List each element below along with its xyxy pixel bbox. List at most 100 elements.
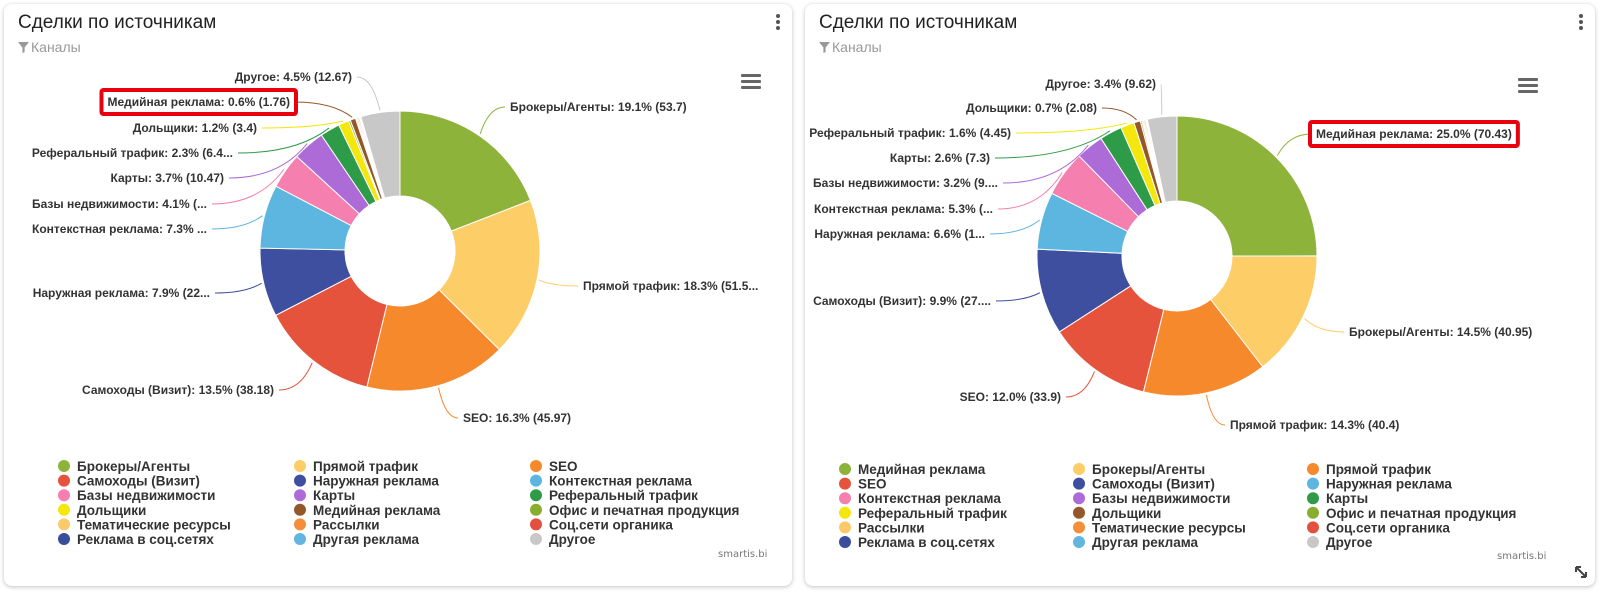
data-label: Наружная реклама: 7.9% (22... xyxy=(33,286,210,300)
legend-item[interactable]: Базы недвижимости xyxy=(1073,491,1230,506)
legend-item[interactable]: Реклама в соц.сетях xyxy=(58,532,214,547)
legend-item[interactable]: SEO xyxy=(839,477,887,492)
pie-slice[interactable] xyxy=(1146,115,1178,203)
pie-slice[interactable] xyxy=(366,289,501,392)
legend-label: Медийная реклама xyxy=(313,503,441,518)
label-connector xyxy=(356,76,381,111)
legend-label: Самоходы (Визит) xyxy=(77,474,200,489)
kebab-menu-icon[interactable] xyxy=(1573,12,1589,32)
data-label: Другое: 3.4% (9.62) xyxy=(1045,77,1156,91)
legend-item[interactable]: SEO xyxy=(530,459,578,474)
legend-item[interactable]: Брокеры/Агенты xyxy=(1073,462,1205,477)
legend-item[interactable]: Тематические ресурсы xyxy=(1073,520,1246,535)
pie-slice[interactable] xyxy=(360,110,401,199)
legend-label: Дольщики xyxy=(1092,506,1161,521)
highlight-box xyxy=(1308,120,1520,148)
legend-item[interactable]: Другая реклама xyxy=(294,532,420,547)
legend-label: Тематические ресурсы xyxy=(1092,520,1246,535)
legend-label: Контекстная реклама xyxy=(858,491,1001,506)
data-label: Дольщики: 1.2% (3.4) xyxy=(133,121,257,135)
legend-item[interactable]: Соц.сети органика xyxy=(1307,520,1450,535)
data-label: Базы недвижимости: 3.2% (9.... xyxy=(813,176,998,190)
legend-item[interactable]: Контекстная реклама xyxy=(530,474,692,489)
legend-item[interactable]: Офис и печатная продукция xyxy=(530,503,739,518)
highlight-box xyxy=(99,88,298,116)
legend-item[interactable]: Тематические ресурсы xyxy=(58,517,231,532)
label-connector xyxy=(214,282,262,294)
legend-marker xyxy=(294,489,306,502)
pie-slice[interactable] xyxy=(1176,115,1318,257)
legend-item[interactable]: Реферальный трафик xyxy=(530,488,698,503)
label-connector xyxy=(1065,371,1095,398)
legend-label: Наружная реклама xyxy=(313,474,439,489)
legend-item[interactable]: Базы недвижимости xyxy=(58,488,215,503)
legend-item[interactable]: Рассылки xyxy=(839,520,925,535)
legend-marker xyxy=(1073,463,1085,475)
data-label: Контекстная реклама: 7.3% ... xyxy=(32,222,207,236)
data-label: Контекстная реклама: 5.3% (... xyxy=(814,202,993,216)
data-label: Самоходы (Визит): 9.9% (27.... xyxy=(813,294,991,308)
legend-item[interactable]: Прямой трафик xyxy=(294,459,418,474)
legend-label: Соц.сети органика xyxy=(1326,520,1450,535)
legend-label: Рассылки xyxy=(858,520,925,535)
legend-item[interactable]: Реферальный трафик xyxy=(839,506,1007,521)
legend-label: Медийная реклама xyxy=(858,462,986,477)
legend-marker xyxy=(1073,477,1085,490)
legend-label: Наружная реклама xyxy=(1326,477,1452,492)
legend-label: Другая реклама xyxy=(1092,535,1199,550)
legend-label: Контекстная реклама xyxy=(549,474,692,489)
legend-item[interactable]: Другое xyxy=(1307,535,1373,550)
legend-item[interactable]: Офис и печатная продукция xyxy=(1307,506,1516,521)
legend-marker xyxy=(1307,536,1319,548)
data-label: Реферальный трафик: 1.6% (4.45) xyxy=(809,126,1011,140)
legend-item[interactable]: Соц.сети органика xyxy=(530,517,673,532)
legend-item[interactable]: Самоходы (Визит) xyxy=(1073,477,1215,492)
legend-item[interactable]: Наружная реклама xyxy=(294,474,439,489)
legend-marker xyxy=(839,536,851,548)
label-connector xyxy=(1304,318,1345,333)
pie-slice[interactable] xyxy=(438,199,541,351)
legend-label: Реклама в соц.сетях xyxy=(858,535,995,550)
legend-item[interactable]: Дольщики xyxy=(58,503,146,518)
filter-label[interactable]: Каналы xyxy=(18,39,81,55)
legend-item[interactable]: Реклама в соц.сетях xyxy=(839,535,995,550)
legend-item[interactable]: Прямой трафик xyxy=(1307,462,1431,477)
legend-item[interactable]: Карты xyxy=(1307,491,1368,506)
data-label: Базы недвижимости: 4.1% (... xyxy=(32,197,207,211)
legend-label: Реклама в соц.сетях xyxy=(77,532,214,547)
legend-marker xyxy=(1307,477,1319,490)
legend-item[interactable]: Наружная реклама xyxy=(1307,477,1452,492)
legend-item[interactable]: Рассылки xyxy=(294,517,380,532)
legend-item[interactable]: Брокеры/Агенты xyxy=(58,459,190,474)
hamburger-menu-icon[interactable] xyxy=(740,72,762,90)
watermark: smartis.bi xyxy=(718,549,768,560)
legend-item[interactable]: Самоходы (Визит) xyxy=(58,474,200,489)
legend-item[interactable]: Дольщики xyxy=(1073,506,1161,521)
kebab-menu-icon[interactable] xyxy=(770,12,786,32)
filter-icon xyxy=(819,42,830,53)
data-label: Реферальный трафик: 2.3% (6.4... xyxy=(32,146,233,160)
pie-slice[interactable] xyxy=(275,275,388,388)
legend-marker xyxy=(1073,506,1085,519)
data-label: Карты: 2.6% (7.3) xyxy=(890,151,990,165)
legend-item[interactable]: Другая реклама xyxy=(1073,535,1199,550)
data-label: Брокеры/Агенты: 19.1% (53.7) xyxy=(510,100,687,114)
legend-item[interactable]: Медийная реклама xyxy=(839,462,986,477)
pie-slice[interactable] xyxy=(399,110,532,232)
legend-item[interactable]: Контекстная реклама xyxy=(839,491,1001,506)
label-connector xyxy=(261,120,343,129)
legend-item[interactable]: Медийная реклама xyxy=(294,503,441,518)
legend-label: Прямой трафик xyxy=(1326,462,1431,477)
legend-marker xyxy=(294,503,306,516)
legend-label: Другое xyxy=(549,532,596,547)
label-connector xyxy=(1276,133,1312,156)
legend-item[interactable]: Карты xyxy=(294,488,355,503)
resize-icon[interactable] xyxy=(1573,564,1589,580)
filter-label[interactable]: Каналы xyxy=(819,39,882,55)
label-connector xyxy=(228,143,308,179)
legend-label: Другое xyxy=(1326,535,1373,550)
data-label: Дольщики: 0.7% (2.08) xyxy=(966,101,1097,115)
label-connector xyxy=(994,130,1111,159)
legend-item[interactable]: Другое xyxy=(530,532,596,547)
hamburger-menu-icon[interactable] xyxy=(1517,76,1539,94)
